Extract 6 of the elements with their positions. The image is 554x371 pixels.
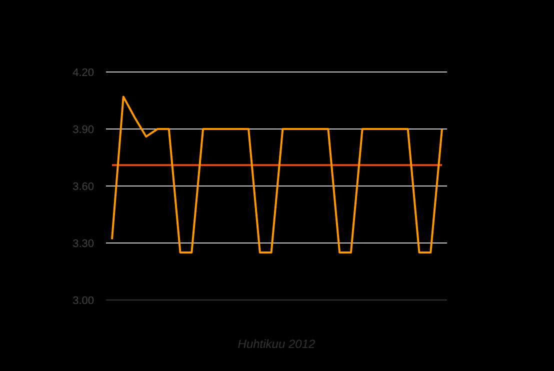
line-series — [111, 96, 443, 254]
y-tick-label: 3.00 — [72, 294, 94, 307]
y-tick-label: 3.90 — [72, 124, 94, 136]
y-tick-label: 3.30 — [72, 238, 94, 250]
y-tick-label: 3.60 — [72, 180, 94, 193]
y-tick-label: 4.20 — [72, 66, 94, 79]
